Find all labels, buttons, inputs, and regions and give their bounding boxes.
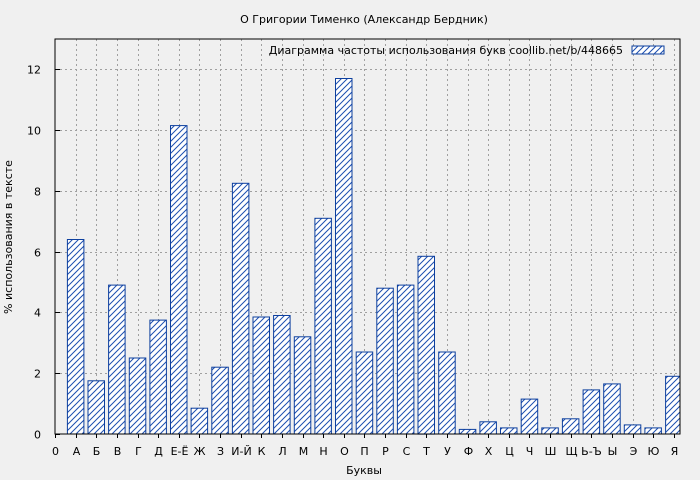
bar-Г — [128, 357, 147, 435]
plot-frame — [54, 38, 681, 435]
x-axis-ticks: 0 А Б В Г Д Е-Ё Ж З И-Й К Л М Н О П Р С Т У Ф Х Ц Ч Ш Щ Ь-Ъ Ы Э Ю Я — [52, 434, 678, 458]
y-axis-label: % использования в тексте — [2, 160, 15, 314]
x-tick-label: М — [299, 445, 309, 458]
x-tick-label: Х — [485, 445, 493, 458]
x-tick-label: О — [340, 445, 349, 458]
x-tick-label: Ж — [194, 445, 206, 458]
bar-С — [396, 284, 415, 435]
bar-Р — [376, 287, 394, 435]
x-axis-label: Буквы — [346, 464, 382, 477]
y-tick-label: 2 — [34, 368, 41, 381]
x-tick-label: Ь-Ъ — [581, 445, 602, 458]
chart-title: О Григории Тименко (Александр Бердник) — [240, 13, 488, 26]
bar-Н — [314, 217, 332, 435]
bar-Ч — [520, 398, 539, 435]
bars — [66, 78, 681, 435]
x-tick-label: Ц — [505, 445, 514, 458]
gridlines — [55, 39, 680, 434]
bar-Е-Ё — [170, 125, 188, 435]
x-tick-label: Э — [630, 445, 638, 458]
x-tick-label: Ч — [526, 445, 534, 458]
bar-К — [252, 316, 270, 435]
bar-Ш — [541, 427, 559, 435]
bar-Л — [273, 315, 291, 435]
bar-Б — [87, 380, 105, 435]
x-tick-label: Н — [319, 445, 327, 458]
bar-Ы — [603, 383, 621, 435]
legend: Диаграмма частоты использования букв coo… — [269, 44, 665, 57]
legend-label: Диаграмма частоты использования букв coo… — [269, 44, 623, 57]
x-tick-label: Ы — [608, 445, 618, 458]
bar-Т — [417, 255, 435, 435]
y-tick-label: 6 — [34, 247, 41, 260]
bar-Ф — [458, 428, 477, 435]
bar-П — [355, 351, 374, 435]
x-tick-label: Ш — [545, 445, 557, 458]
x-tick-label: З — [217, 445, 224, 458]
x-tick-label: Ю — [648, 445, 660, 458]
x-tick-label: И-Й — [231, 445, 251, 458]
y-tick-label: 4 — [34, 307, 41, 320]
x-tick-label: В — [114, 445, 122, 458]
x-tick-label: П — [360, 445, 368, 458]
y-tick-label: 8 — [34, 186, 41, 199]
y-tick-label: 0 — [34, 429, 41, 442]
bar-Х — [479, 421, 497, 435]
bar-Д — [149, 319, 167, 435]
bar-У — [438, 351, 456, 435]
x-tick-label: Б — [93, 445, 101, 458]
bar-Ю — [644, 427, 662, 435]
bar-Ж — [190, 407, 209, 435]
x-tick-label: Е-Ё — [171, 445, 189, 458]
x-tick-label: Л — [278, 445, 286, 458]
x-tick-label: Д — [154, 445, 163, 458]
y-tick-label: 12 — [27, 64, 41, 77]
bar-Ц — [500, 427, 518, 435]
x-tick-label: Я — [671, 445, 679, 458]
bar-З — [211, 366, 229, 435]
bar-Щ — [561, 418, 580, 435]
x-tick-label: К — [258, 445, 266, 458]
bar-Э — [623, 424, 642, 435]
y-axis-ticks: 0 2 4 6 8 10 12 — [27, 64, 60, 442]
x-tick-label: Ф — [464, 445, 473, 458]
x-tick-label: Щ — [565, 445, 577, 458]
bar-М — [293, 336, 312, 435]
x-tick-label: 0 — [52, 445, 59, 458]
x-tick-label: Р — [382, 445, 389, 458]
x-tick-label: Т — [422, 445, 430, 458]
bar-А — [66, 239, 85, 435]
x-tick-label: А — [73, 445, 81, 458]
bar-Ь-Ъ — [582, 389, 601, 435]
bar-В — [108, 284, 126, 435]
x-tick-label: Г — [135, 445, 142, 458]
y-tick-label: 10 — [27, 125, 41, 138]
legend-swatch — [631, 45, 665, 55]
bar-О — [335, 78, 353, 435]
bar-И-Й — [231, 182, 250, 435]
bar-Я — [665, 375, 681, 435]
x-tick-label: У — [444, 445, 451, 458]
x-tick-label: С — [403, 445, 411, 458]
